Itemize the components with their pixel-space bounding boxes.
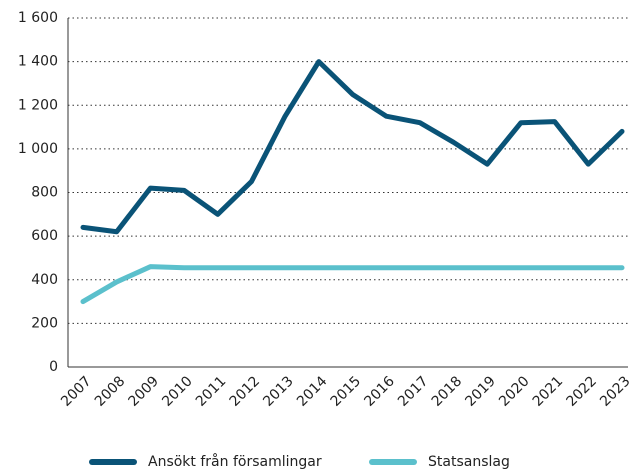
- x-tick-label: 2013: [260, 373, 297, 410]
- x-tick-label: 2007: [58, 373, 95, 410]
- y-tick-label: 1 000: [18, 141, 58, 157]
- y-tick-label: 1 200: [18, 97, 58, 113]
- y-tick-label: 800: [31, 185, 58, 201]
- x-tick-label: 2011: [193, 373, 230, 410]
- y-tick-label: 1 400: [18, 54, 58, 70]
- x-tick-label: 2023: [597, 373, 634, 410]
- legend-label: Ansökt från församlingar: [148, 453, 322, 470]
- x-tick-label: 2016: [361, 373, 398, 410]
- x-tick-label: 2021: [530, 373, 567, 410]
- x-tick-label: 2012: [227, 373, 264, 410]
- x-tick-label: 2009: [126, 373, 163, 410]
- x-tick-label: 2015: [328, 373, 365, 410]
- x-tick-label: 2018: [429, 373, 466, 410]
- x-tick-label: 2019: [462, 373, 499, 410]
- x-tick-label: 2017: [395, 373, 432, 410]
- y-tick-label: 200: [31, 315, 58, 331]
- line-series: [80, 264, 625, 305]
- x-tick-label: 2014: [294, 373, 331, 410]
- x-tick-label: 2008: [92, 373, 129, 410]
- legend-label: Statsanslag: [428, 454, 510, 470]
- line-series: [80, 59, 625, 235]
- x-tick-label: 2020: [496, 373, 533, 410]
- y-tick-label: 0: [49, 359, 58, 375]
- y-tick-label: 400: [31, 272, 58, 288]
- x-tick-label: 2010: [159, 373, 196, 410]
- y-tick-label: 1 600: [18, 10, 58, 26]
- x-tick-label: 2022: [563, 373, 600, 410]
- y-tick-label: 600: [31, 228, 58, 244]
